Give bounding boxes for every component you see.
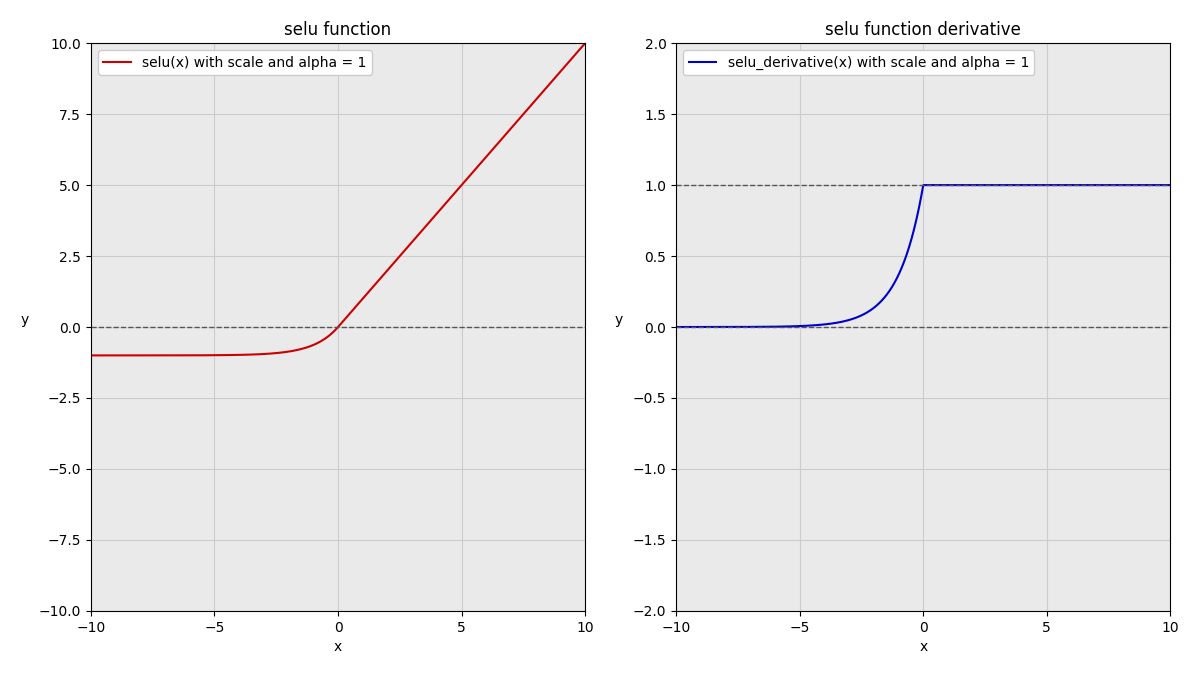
Line: selu(x) with scale and alpha = 1: selu(x) with scale and alpha = 1 — [91, 43, 586, 356]
X-axis label: x: x — [919, 640, 928, 654]
Title: selu function: selu function — [284, 21, 391, 39]
Legend: selu_derivative(x) with scale and alpha = 1: selu_derivative(x) with scale and alpha … — [683, 50, 1034, 76]
selu(x) with scale and alpha = 1 — [578, 39, 593, 47]
Line: selu_derivative(x) with scale and alpha = 1: selu_derivative(x) with scale and alpha … — [676, 185, 1170, 327]
selu_derivative(x) with scale and alpha = 1 — [1163, 181, 1177, 189]
selu_derivative(x) with scale and alpha = 1 — [668, 323, 683, 331]
selu(x) with scale and alpha = 1 — [469, 164, 484, 172]
selu(x) with scale and alpha = 1 — [424, 217, 438, 225]
selu_derivative(x) with scale and alpha = 1 — [720, 323, 734, 331]
Legend: selu(x) with scale and alpha = 1: selu(x) with scale and alpha = 1 — [98, 50, 372, 75]
selu(x) with scale and alpha = 1 — [301, 343, 316, 351]
selu(x) with scale and alpha = 1 — [478, 154, 492, 162]
selu_derivative(x) with scale and alpha = 1 — [1009, 181, 1024, 189]
selu(x) with scale and alpha = 1 — [283, 347, 298, 355]
selu_derivative(x) with scale and alpha = 1 — [917, 181, 931, 189]
Y-axis label: y: y — [20, 313, 29, 327]
X-axis label: x: x — [334, 640, 342, 654]
selu(x) with scale and alpha = 1 — [134, 352, 149, 360]
selu(x) with scale and alpha = 1 — [84, 352, 98, 360]
Title: selu function derivative: selu function derivative — [826, 21, 1021, 39]
selu_derivative(x) with scale and alpha = 1 — [1063, 181, 1078, 189]
selu_derivative(x) with scale and alpha = 1 — [869, 302, 883, 310]
Y-axis label: y: y — [614, 313, 623, 327]
selu_derivative(x) with scale and alpha = 1 — [1055, 181, 1069, 189]
selu_derivative(x) with scale and alpha = 1 — [887, 280, 901, 288]
